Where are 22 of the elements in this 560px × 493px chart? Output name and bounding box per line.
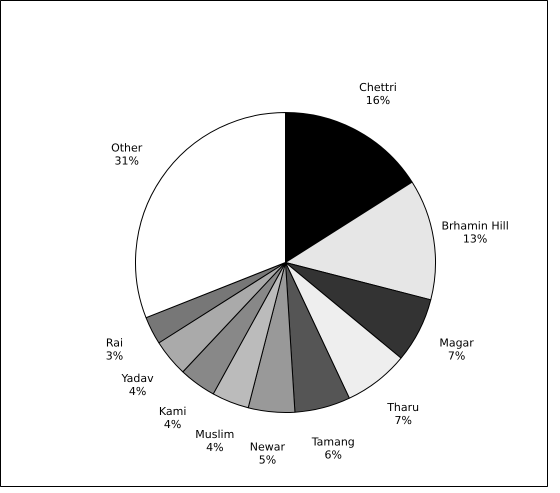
slice-label: Muslim [195, 428, 234, 442]
slice-label: Other [111, 142, 143, 155]
slice-label: Newar [250, 440, 286, 454]
slice-label: Tharu [386, 401, 420, 414]
slice-label: Magar [439, 336, 474, 350]
slice-label: Rai [106, 336, 124, 350]
data-label: 7% [448, 350, 466, 363]
data-label: 16% [366, 94, 390, 108]
data-label: 4% [206, 441, 224, 454]
data-label: 4% [164, 418, 182, 431]
data-label: 5% [258, 454, 276, 467]
slice-label: Kami [158, 404, 186, 418]
slice-label: Brhamin Hill [442, 219, 509, 232]
data-label: 6% [324, 448, 342, 462]
data-label: 3% [106, 350, 124, 363]
slice-label: Tamang [310, 435, 355, 448]
data-label: 4% [128, 384, 146, 398]
slice-label: Yadav [120, 372, 154, 385]
slice-label: Chettri [359, 81, 397, 94]
data-label: 31% [114, 154, 139, 168]
data-label: 7% [394, 414, 412, 428]
data-label: 13% [462, 232, 488, 246]
